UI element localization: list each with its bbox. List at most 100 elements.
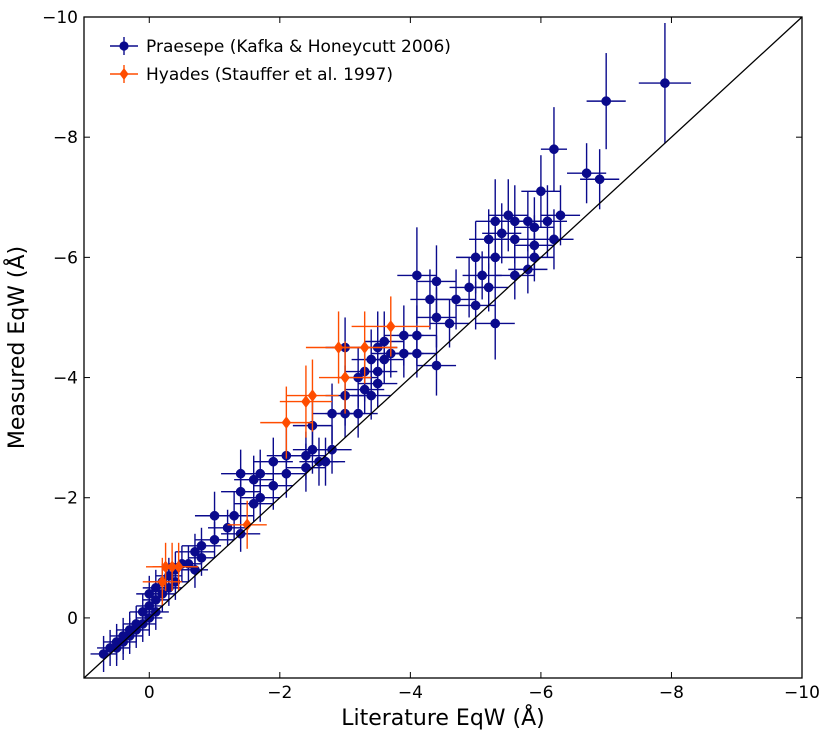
praesepe-marker <box>581 168 592 179</box>
one-to-one-line <box>83 16 803 679</box>
legend-hyades-label: Hyades (Stauffer et al. 1997) <box>146 65 393 85</box>
praesepe-marker <box>444 318 455 329</box>
y-tick-label: −10 <box>42 8 78 28</box>
praesepe-marker <box>105 643 115 653</box>
y-axis-label: Measured EqW (Å) <box>3 246 30 449</box>
hyades-marker <box>157 575 168 589</box>
praesepe-point <box>305 437 346 486</box>
legend-praesepe-label: Praesepe (Kafka & Honeycutt 2006) <box>146 37 451 57</box>
hyades-point <box>286 359 339 432</box>
praesepe-point <box>540 107 568 192</box>
praesepe-point <box>580 149 620 210</box>
hyades-point <box>305 311 372 384</box>
praesepe-marker <box>425 294 435 305</box>
data-points <box>90 23 692 672</box>
legend-entry-hyades: Hyades (Stauffer et al. 1997) <box>110 65 393 85</box>
x-tick-label: −8 <box>659 683 684 703</box>
praesepe-marker <box>464 282 474 293</box>
praesepe-marker <box>431 312 442 323</box>
praesepe-point <box>638 23 692 144</box>
praesepe-marker <box>301 462 311 473</box>
praesepe-point <box>240 473 280 522</box>
praesepe-marker <box>594 174 605 185</box>
praesepe-point <box>586 53 626 150</box>
y-tick-label: −4 <box>53 369 78 389</box>
praesepe-marker <box>536 186 546 197</box>
praesepe-marker <box>412 270 422 281</box>
legend-entry-praesepe: Praesepe (Kafka & Honeycutt 2006) <box>110 37 451 57</box>
hyades-point <box>227 500 267 549</box>
axis-ticks: 0 −2 −4 −6 −8 −10 0 −2 −4 −6 −8 −10 <box>42 8 820 703</box>
hyades-point <box>318 341 372 414</box>
praesepe-marker <box>379 354 390 365</box>
legend: Praesepe (Kafka & Honeycutt 2006) Hyades… <box>110 37 451 85</box>
x-tick-label: 0 <box>144 683 155 703</box>
praesepe-marker <box>660 78 670 88</box>
plot-frame <box>83 16 803 679</box>
praesepe-point <box>253 461 293 510</box>
praesepe-marker <box>359 384 370 395</box>
praesepe-point <box>286 443 326 492</box>
hyades-marker <box>385 320 396 333</box>
praesepe-point <box>429 299 470 348</box>
praesepe-marker <box>490 216 501 227</box>
hyades-point <box>279 365 333 438</box>
praesepe-marker <box>483 234 494 245</box>
praesepe-marker <box>451 294 461 305</box>
hyades-point <box>142 557 182 606</box>
x-tick-label: −6 <box>528 683 553 703</box>
praesepe-marker <box>470 252 481 263</box>
praesepe-point <box>397 227 437 324</box>
praesepe-marker <box>412 348 422 359</box>
praesepe-point <box>495 215 535 264</box>
y-tick-label: 0 <box>67 609 78 629</box>
praesepe-marker <box>431 360 442 371</box>
praesepe-marker <box>320 456 331 467</box>
praesepe-point <box>397 329 437 378</box>
praesepe-marker <box>509 270 520 281</box>
praesepe-point <box>475 287 515 360</box>
praesepe-point <box>90 635 117 672</box>
praesepe-marker <box>366 390 377 401</box>
hyades-point <box>260 386 313 459</box>
praesepe-marker <box>196 552 207 563</box>
praesepe-point <box>456 281 496 330</box>
praesepe-point <box>181 551 209 588</box>
praesepe-marker <box>431 276 442 287</box>
praesepe-marker <box>555 210 566 221</box>
praesepe-marker <box>372 378 383 389</box>
x-axis-label: Literature EqW (Å) <box>341 704 545 731</box>
praesepe-marker <box>222 522 233 533</box>
praesepe-marker <box>549 144 559 155</box>
praesepe-point <box>97 629 124 666</box>
y-tick-label: −8 <box>53 128 78 148</box>
praesepe-point <box>364 335 404 384</box>
legend-praesepe-marker <box>119 41 129 51</box>
praesepe-marker <box>209 510 220 521</box>
y-tick-label: −2 <box>53 489 78 509</box>
hyades-marker <box>242 518 252 532</box>
x-tick-label: −10 <box>784 683 820 703</box>
praesepe-marker <box>496 228 507 239</box>
praesepe-marker <box>98 649 109 659</box>
praesepe-marker <box>529 252 540 263</box>
praesepe-point <box>534 209 574 270</box>
praesepe-marker <box>503 210 514 221</box>
praesepe-marker <box>190 564 200 575</box>
praesepe-marker <box>601 96 612 106</box>
y-tick-label: −6 <box>53 248 78 268</box>
praesepe-point <box>514 233 554 282</box>
hyades-marker <box>340 371 350 384</box>
praesepe-marker <box>209 534 220 545</box>
praesepe-marker <box>509 234 520 245</box>
hyades-marker <box>301 395 311 408</box>
praesepe-marker <box>235 486 246 497</box>
praesepe-marker <box>248 498 259 509</box>
praesepe-marker <box>248 474 259 485</box>
praesepe-marker <box>490 318 501 329</box>
legend-hyades-marker <box>119 68 129 80</box>
x-tick-label: −2 <box>267 683 292 703</box>
praesepe-marker <box>255 492 266 503</box>
praesepe-marker <box>549 234 559 245</box>
